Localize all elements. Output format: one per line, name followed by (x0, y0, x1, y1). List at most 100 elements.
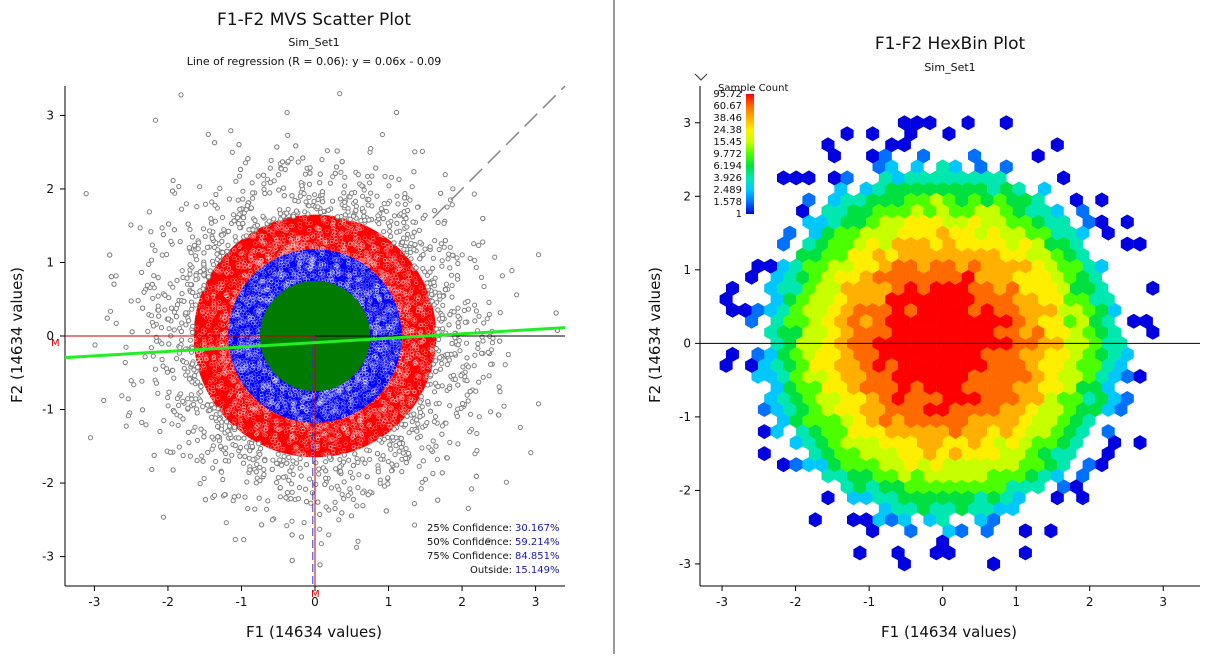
point-50 (265, 300, 270, 305)
point-75 (275, 445, 280, 450)
outside-point (450, 252, 456, 258)
outside-point (151, 323, 157, 329)
outside-point (187, 271, 193, 277)
point-50 (374, 355, 379, 360)
outside-point (476, 379, 482, 385)
point-50 (228, 325, 233, 330)
point-50 (397, 339, 402, 344)
point-75 (208, 310, 213, 316)
point-75 (399, 395, 405, 400)
point-50 (325, 389, 330, 394)
point-75 (345, 431, 350, 436)
point-50 (255, 328, 260, 333)
point-50 (267, 402, 272, 407)
point-75 (290, 223, 295, 229)
outside-point (275, 451, 281, 457)
outside-point (338, 468, 344, 474)
point-75 (290, 244, 296, 249)
point-50 (237, 359, 242, 364)
point-50 (366, 386, 371, 391)
point-75 (357, 246, 362, 252)
point-50 (271, 258, 277, 263)
outside-point (187, 453, 193, 459)
point-50 (261, 300, 267, 305)
outside-point (190, 323, 196, 329)
point-75 (390, 273, 395, 278)
point-50 (364, 292, 369, 298)
point-50 (360, 381, 366, 386)
point-50 (266, 284, 271, 290)
point-50 (306, 258, 311, 264)
point-75 (385, 401, 391, 406)
point-50 (321, 413, 326, 418)
point-50 (237, 337, 242, 342)
point-50 (244, 368, 249, 374)
outside-point (403, 215, 409, 222)
outside-point (302, 171, 308, 177)
outside-point (165, 403, 171, 409)
point-50 (286, 282, 291, 287)
point-50 (355, 396, 360, 401)
point-75 (223, 293, 228, 298)
outside-point (183, 201, 189, 207)
point-50 (257, 375, 262, 381)
point-50 (344, 283, 350, 288)
point-50 (365, 294, 371, 299)
point-50 (382, 346, 387, 351)
point-50 (269, 370, 274, 375)
outside-point (403, 460, 409, 466)
point-50 (241, 367, 246, 372)
point-75 (348, 415, 353, 420)
point-75 (234, 278, 239, 283)
point-50 (319, 391, 324, 396)
point-75 (375, 256, 380, 261)
outside-point (137, 225, 143, 231)
outside-point (179, 320, 185, 326)
outside-point (261, 181, 267, 187)
point-50 (385, 374, 390, 379)
point-50 (261, 289, 266, 294)
point-75 (406, 271, 412, 276)
point-75 (382, 404, 387, 409)
point-50 (374, 283, 379, 288)
outside-point (261, 471, 267, 478)
point-50 (270, 395, 275, 401)
point-50 (363, 380, 368, 385)
point-75 (368, 410, 374, 415)
point-50 (346, 261, 351, 266)
point-50 (253, 318, 258, 323)
outside-point (226, 196, 232, 202)
point-75 (227, 406, 233, 411)
point-75 (229, 300, 234, 305)
point-75 (400, 289, 405, 294)
point-75 (342, 247, 347, 252)
point-50 (274, 402, 279, 407)
point-50 (346, 257, 351, 262)
point-50 (301, 251, 306, 256)
point-75 (413, 301, 418, 306)
point-50 (367, 298, 373, 303)
point-50 (375, 318, 381, 323)
outside-point (419, 445, 425, 451)
outside-point (401, 195, 408, 201)
outside-point (330, 198, 336, 204)
outside-point (249, 180, 255, 186)
point-50 (374, 288, 379, 293)
point-50 (252, 363, 257, 368)
point-50 (391, 368, 396, 374)
outside-point (316, 471, 322, 477)
point-50 (235, 313, 240, 318)
point-50 (240, 291, 245, 296)
point-50 (249, 361, 254, 366)
outside-point (308, 500, 314, 506)
point-50 (363, 379, 368, 384)
outside-point (166, 341, 172, 347)
point-50 (304, 253, 309, 258)
point-50 (374, 329, 379, 334)
point-75 (207, 332, 212, 338)
point-50 (291, 280, 296, 285)
point-50 (376, 379, 382, 384)
point-50 (381, 287, 386, 292)
point-75 (339, 249, 345, 254)
outside-point (503, 479, 509, 485)
